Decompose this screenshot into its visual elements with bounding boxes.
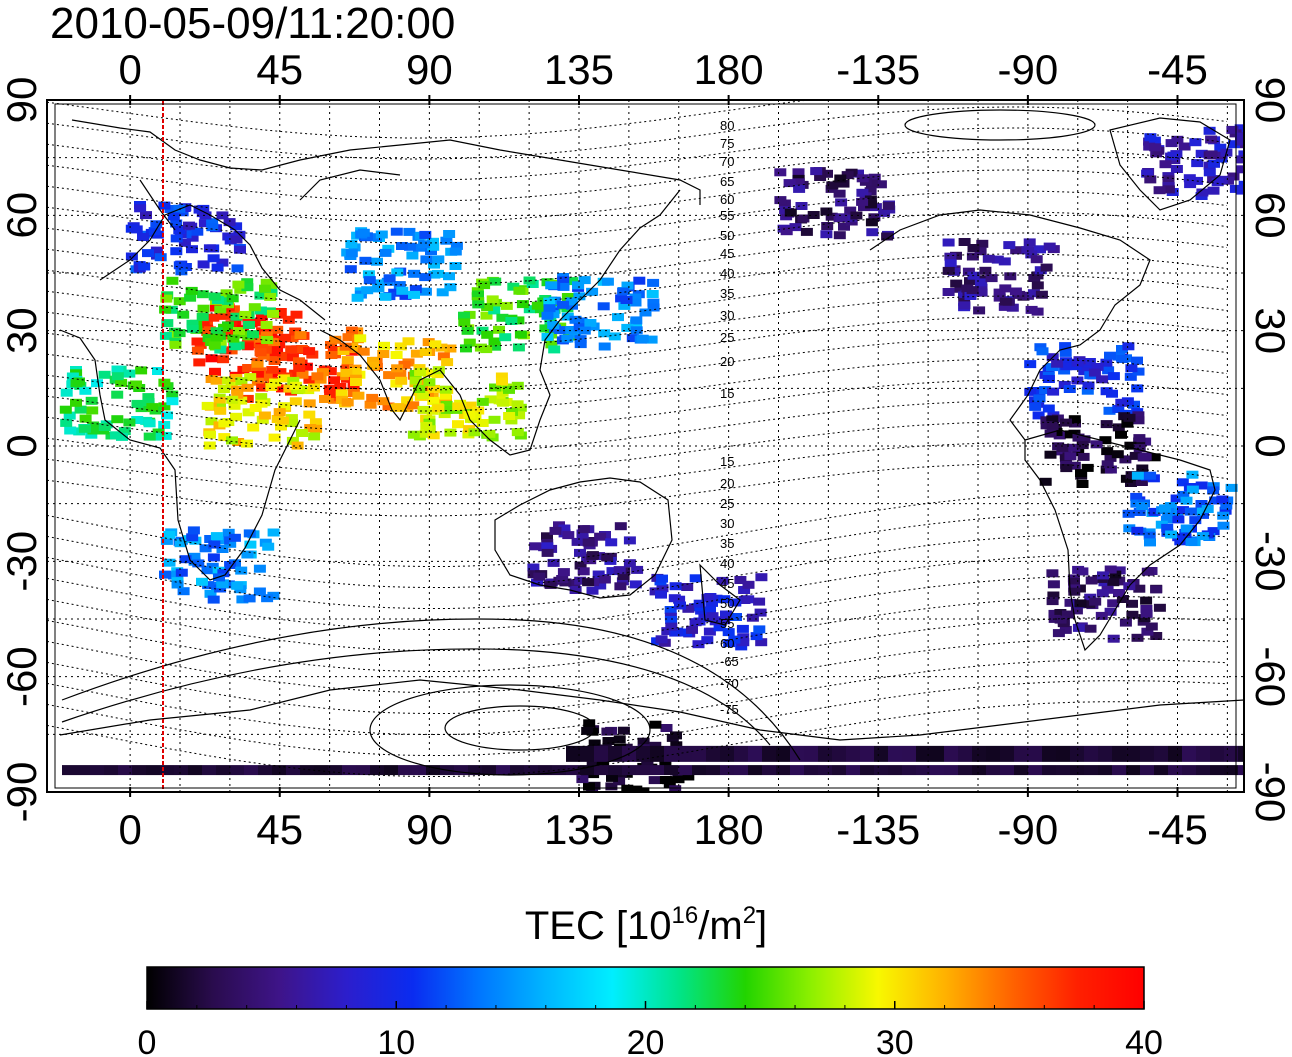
contour-label: 15 (720, 454, 734, 469)
lon-tick-label-top: 0 (118, 46, 141, 93)
lat-tick-label-right: 0 (1247, 434, 1292, 457)
lat-tick-label-right: 60 (1247, 192, 1292, 239)
axis-tick-labels: 0045459090135135180180-135-135-90-90-45-… (0, 46, 1292, 853)
lon-tick-label-top: -90 (998, 46, 1059, 93)
lon-tick-label-bottom: 0 (118, 806, 141, 853)
contour-label: 60 (720, 636, 734, 651)
colorbar-label-main: TEC [10 (524, 904, 672, 948)
contour-label: 20 (720, 354, 734, 369)
contour-label: 45 (720, 246, 734, 261)
frame-tick-marks (129, 95, 1179, 797)
lon-tick-label-top: 90 (406, 46, 453, 93)
contour-label: 35 (720, 536, 734, 551)
contour-label: 30 (720, 516, 734, 531)
colorbar-tick-label: 0 (138, 1024, 157, 1057)
contour-label: 50 (720, 228, 734, 243)
contour-label: 50 (720, 596, 734, 611)
tec-region (159, 276, 279, 354)
contour-label: -70 (720, 676, 739, 691)
lat-tick-label-left: -60 (0, 646, 45, 707)
colorbar-label-end: ] (756, 904, 768, 948)
contour-label: 25 (720, 330, 734, 345)
plot-frame-inner (54, 103, 1237, 789)
lat-tick-label-right: 90 (1247, 77, 1292, 124)
lon-tick-label-bottom: 135 (544, 806, 614, 853)
contour-label: 55 (720, 208, 734, 223)
contour-label: 75 (720, 136, 734, 151)
lon-tick-label-bottom: -135 (836, 806, 920, 853)
tec-region (341, 227, 463, 302)
lat-tick-label-right: 30 (1247, 307, 1292, 354)
tec-region (774, 167, 896, 241)
lat-tick-label-right: -90 (1247, 762, 1292, 823)
lat-lon-grid (47, 100, 1244, 792)
contour-label: 60 (720, 192, 734, 207)
tec-region (159, 526, 280, 604)
contour-label: 40 (720, 556, 734, 571)
contour-label: 80 (720, 118, 734, 133)
lon-tick-label-top: -45 (1147, 46, 1208, 93)
tec-region (1141, 124, 1244, 200)
contour-label: 30 (720, 308, 734, 323)
contour-label: 55 (720, 616, 734, 631)
plot-frame (46, 99, 1245, 793)
lon-tick-label-bottom: 45 (256, 806, 303, 853)
tec-region-polar (62, 745, 1244, 776)
tec-region (527, 521, 644, 595)
colorbar-ticks: 0 10 20 30 40 (138, 1001, 1163, 1057)
map-title: 2010-05-09/11:20:00 (50, 0, 456, 48)
lon-tick-label-top: 180 (694, 46, 764, 93)
lat-tick-label-left: 30 (0, 307, 45, 354)
tec-region (1024, 342, 1145, 420)
colorbar-tick-label: 40 (1125, 1024, 1163, 1057)
colorbar-label-exponent2: 2 (742, 902, 757, 929)
lat-tick-label-left: -90 (0, 762, 45, 823)
lat-tick-label-right: -60 (1247, 646, 1292, 707)
tec-region (125, 201, 246, 276)
contour-label: 65 (720, 174, 734, 189)
contour-label: 45 (720, 576, 734, 591)
lon-tick-label-top: -135 (836, 46, 920, 93)
contour-label: 15 (720, 386, 734, 401)
lat-tick-label-left: 60 (0, 192, 45, 239)
lon-tick-label-bottom: -45 (1147, 806, 1208, 853)
contour-label: 35 (720, 286, 734, 301)
lat-tick-label-right: -30 (1247, 531, 1292, 592)
contour-label: -65 (720, 654, 739, 669)
lat-tick-label-left: -30 (0, 531, 45, 592)
colorbar-tick-label: 10 (377, 1024, 415, 1057)
tec-region (942, 238, 1060, 316)
contour-label: 20 (720, 476, 734, 491)
lon-tick-label-bottom: -90 (998, 806, 1059, 853)
tec-region (649, 573, 768, 651)
colorbar-label-exponent: 16 (671, 902, 699, 929)
colorbar-title: TEC [1016/m2] (0, 902, 1292, 949)
coastlines (59, 117, 1244, 741)
contour-label: 40 (720, 266, 734, 281)
tec-region (1122, 470, 1238, 547)
tec-region (541, 273, 660, 351)
lat-tick-label-left: 0 (0, 434, 45, 457)
contour-label: 25 (720, 496, 734, 511)
lon-tick-label-bottom: 90 (406, 806, 453, 853)
colorbar-label-unit: /m (698, 904, 743, 948)
colorbar-tick-label: 30 (876, 1024, 914, 1057)
contour-label: -75 (720, 702, 739, 717)
lon-tick-label-bottom: 180 (694, 806, 764, 853)
lon-tick-label-top: 135 (544, 46, 614, 93)
colorbar-tick-label: 20 (627, 1024, 665, 1057)
contour-label: 70 (720, 154, 734, 169)
auroral-contours (61, 109, 1096, 776)
lon-tick-label-top: 45 (256, 46, 303, 93)
tec-region (59, 365, 179, 441)
lat-tick-label-left: 90 (0, 77, 45, 124)
contour-label-group: 8075706560555045403530252015152025303540… (720, 118, 739, 717)
